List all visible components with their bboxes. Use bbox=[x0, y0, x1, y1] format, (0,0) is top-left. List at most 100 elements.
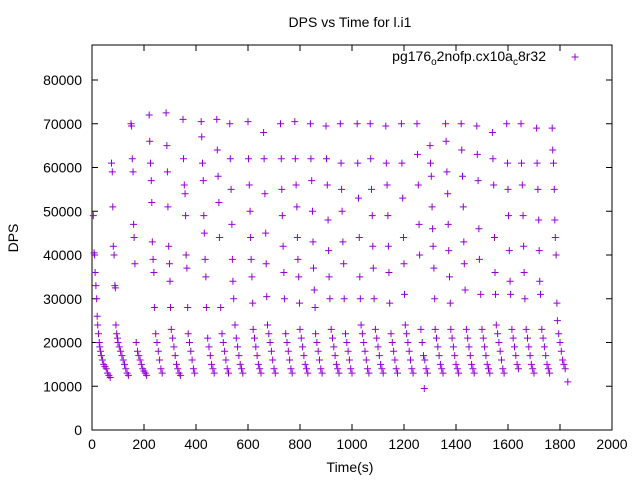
data-point bbox=[435, 352, 443, 360]
data-point bbox=[518, 159, 526, 167]
data-point bbox=[119, 356, 127, 364]
data-point bbox=[146, 137, 154, 145]
data-point bbox=[310, 286, 318, 294]
data-point bbox=[269, 356, 277, 364]
data-point bbox=[366, 120, 374, 128]
data-point bbox=[163, 168, 171, 176]
x-tick-label: 0 bbox=[88, 436, 96, 452]
data-point bbox=[98, 356, 106, 364]
data-points bbox=[89, 109, 572, 392]
data-point bbox=[213, 115, 221, 123]
data-point bbox=[128, 122, 136, 130]
data-point bbox=[263, 293, 271, 301]
data-point bbox=[421, 356, 429, 364]
data-point bbox=[336, 120, 344, 128]
data-point bbox=[335, 369, 343, 377]
x-tick-label: 400 bbox=[184, 436, 208, 452]
data-point bbox=[210, 369, 218, 377]
data-point bbox=[514, 365, 522, 373]
data-point bbox=[431, 325, 439, 333]
data-point bbox=[445, 247, 453, 255]
data-point bbox=[535, 216, 543, 224]
data-point bbox=[166, 277, 174, 285]
data-point bbox=[246, 207, 254, 215]
data-point bbox=[245, 181, 253, 189]
data-point bbox=[492, 290, 500, 298]
data-point bbox=[270, 365, 278, 373]
data-point bbox=[91, 269, 99, 276]
data-point bbox=[429, 242, 437, 250]
data-point bbox=[400, 260, 408, 268]
data-point bbox=[548, 124, 556, 132]
data-point bbox=[459, 172, 466, 180]
data-point bbox=[361, 347, 369, 355]
data-point bbox=[152, 330, 160, 338]
data-point bbox=[260, 129, 268, 136]
data-point bbox=[173, 360, 180, 368]
data-point bbox=[553, 317, 561, 325]
data-point bbox=[420, 384, 428, 392]
data-point bbox=[326, 295, 334, 303]
data-point bbox=[113, 334, 121, 342]
data-point bbox=[444, 220, 452, 228]
data-point bbox=[147, 177, 155, 185]
data-point bbox=[145, 111, 153, 119]
data-point bbox=[232, 334, 240, 342]
data-point bbox=[291, 155, 299, 163]
data-point bbox=[347, 365, 355, 373]
data-point bbox=[519, 212, 527, 220]
data-point bbox=[316, 356, 323, 364]
data-point bbox=[379, 369, 387, 377]
data-point bbox=[262, 229, 270, 237]
data-point bbox=[169, 334, 177, 342]
legend-marker bbox=[571, 53, 579, 61]
data-point bbox=[295, 273, 303, 281]
data-point bbox=[344, 347, 352, 355]
data-point bbox=[439, 369, 447, 377]
data-point bbox=[109, 203, 117, 211]
data-point bbox=[304, 369, 312, 377]
data-point bbox=[368, 185, 375, 193]
data-point bbox=[465, 343, 473, 351]
data-point bbox=[128, 155, 136, 163]
data-point bbox=[278, 212, 286, 220]
data-point bbox=[428, 203, 436, 211]
data-point bbox=[215, 199, 223, 206]
data-point bbox=[444, 190, 452, 198]
data-point bbox=[539, 334, 547, 342]
data-point bbox=[96, 343, 104, 351]
data-point bbox=[265, 330, 273, 338]
data-point bbox=[382, 159, 390, 167]
data-point bbox=[95, 339, 103, 346]
data-point bbox=[413, 120, 421, 128]
data-point bbox=[362, 356, 370, 364]
data-point bbox=[89, 212, 97, 220]
data-point bbox=[180, 181, 188, 189]
data-point bbox=[124, 371, 132, 379]
data-point bbox=[375, 352, 383, 360]
data-point bbox=[384, 212, 392, 220]
data-point bbox=[111, 284, 119, 292]
data-point bbox=[180, 155, 188, 163]
data-point bbox=[267, 347, 275, 355]
data-point bbox=[308, 177, 316, 185]
data-point bbox=[418, 339, 426, 346]
data-point bbox=[226, 120, 234, 128]
data-point bbox=[488, 129, 496, 136]
legend-marker-plus bbox=[571, 53, 579, 61]
x-tick-label: 1000 bbox=[336, 436, 367, 452]
data-point bbox=[357, 321, 365, 329]
data-point bbox=[422, 365, 430, 373]
data-point bbox=[136, 356, 144, 364]
data-point bbox=[121, 360, 128, 368]
data-point bbox=[369, 242, 377, 250]
data-point bbox=[429, 225, 437, 233]
y-tick-label: 40000 bbox=[43, 247, 82, 263]
data-point bbox=[148, 238, 156, 246]
data-point bbox=[312, 330, 320, 338]
data-point bbox=[227, 185, 235, 193]
data-point bbox=[247, 234, 255, 241]
data-point bbox=[249, 325, 257, 333]
data-point bbox=[149, 255, 157, 263]
data-point bbox=[391, 356, 399, 364]
